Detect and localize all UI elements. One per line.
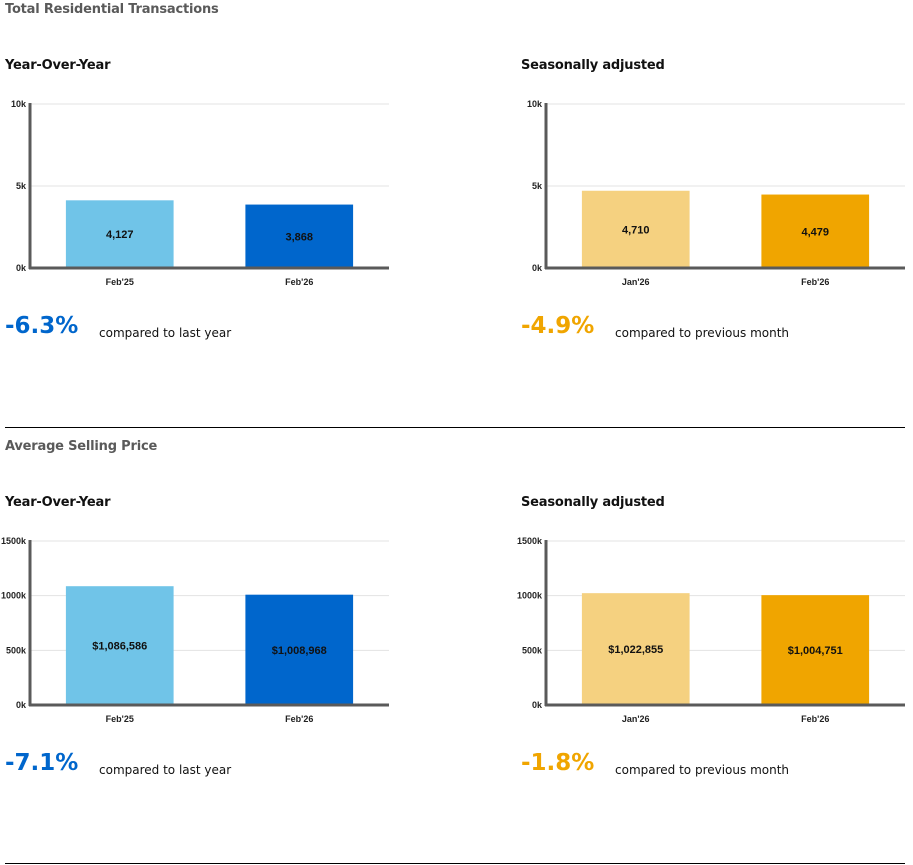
bar — [245, 204, 354, 268]
bar-value-label: 4,710 — [622, 224, 650, 236]
y-tick-label: 1000k — [1, 591, 27, 601]
y-tick-label: 10k — [11, 99, 27, 109]
bar-chart: 0k 500k 1000k 1500k $1,022,855 Jan'26 $1,004,7… — [517, 536, 905, 724]
panel-title: Year-Over-Year — [5, 58, 111, 73]
bar-value-label: 4,127 — [106, 229, 134, 241]
change-percentage: -6.3% — [5, 313, 79, 339]
panel-year-over-year: Year-Over-Year 0k 5k 10k 4,127 Feb'25 3,868 Fe… — [0, 0, 420, 420]
y-tick-label: 500k — [522, 645, 543, 655]
bar — [581, 190, 690, 268]
bar — [65, 200, 174, 268]
change-percentage: -7.1% — [5, 750, 79, 776]
change-label: compared to previous month — [615, 763, 790, 777]
change-label: compared to previous month — [615, 326, 790, 340]
section-average-selling-price: Average Selling Price Year-Over-Year 0k 5… — [0, 437, 913, 865]
bar — [245, 594, 354, 705]
x-tick-label: Feb'26 — [285, 714, 313, 724]
y-tick-label: 10k — [527, 99, 543, 109]
y-tick-label: 5k — [532, 181, 543, 191]
y-tick-label: 0k — [16, 700, 27, 710]
change-percentage: -4.9% — [521, 313, 595, 339]
panel-title: Year-Over-Year — [5, 495, 111, 510]
bar — [65, 586, 174, 705]
bar-value-label: 4,479 — [801, 226, 829, 238]
bar-chart: 0k 5k 10k 4,710 Jan'26 4,479 Feb'26 — [527, 99, 905, 287]
y-tick-label: 500k — [6, 645, 27, 655]
change-percentage: -1.8% — [521, 750, 595, 776]
bar — [761, 595, 870, 705]
bar — [581, 593, 690, 705]
x-tick-label: Jan'26 — [622, 277, 650, 287]
y-tick-label: 1000k — [517, 591, 543, 601]
x-tick-label: Feb'26 — [801, 714, 829, 724]
panel-title: Seasonally adjusted — [521, 495, 665, 510]
bar-value-label: $1,022,855 — [608, 644, 663, 656]
y-tick-label: 5k — [16, 181, 27, 191]
x-tick-label: Feb'26 — [801, 277, 829, 287]
section-title: Total Residential Transactions — [5, 2, 219, 17]
section-divider — [5, 427, 905, 428]
y-tick-label: 0k — [532, 700, 543, 710]
panel-year-over-year: Year-Over-Year 0k 500k 1000k 1500k $1,086,58… — [0, 437, 420, 857]
x-tick-label: Jan'26 — [622, 714, 650, 724]
panel-title: Seasonally adjusted — [521, 58, 665, 73]
bar — [761, 194, 870, 268]
y-tick-label: 0k — [532, 263, 543, 273]
bar-chart: 0k 500k 1000k 1500k $1,086,586 Feb'25 $1,008,9… — [1, 536, 389, 724]
panel-seasonally-adjusted: Seasonally adjusted 0k 500k 1000k 1500k $1,0… — [516, 437, 913, 857]
y-tick-label: 1500k — [1, 536, 27, 546]
bar-value-label: $1,004,751 — [788, 645, 843, 657]
bar-value-label: 3,868 — [285, 231, 313, 243]
x-tick-label: Feb'26 — [285, 277, 313, 287]
y-tick-label: 1500k — [517, 536, 543, 546]
x-tick-label: Feb'25 — [106, 714, 134, 724]
bar-chart: 0k 5k 10k 4,127 Feb'25 3,868 Feb'26 — [11, 99, 389, 287]
section-title: Average Selling Price — [5, 439, 158, 454]
bar-value-label: $1,086,586 — [92, 641, 147, 653]
change-label: compared to last year — [99, 326, 232, 340]
y-tick-label: 0k — [16, 263, 27, 273]
x-tick-label: Feb'25 — [106, 277, 134, 287]
panel-seasonally-adjusted: Seasonally adjusted 0k 5k 10k 4,710 Jan'26 4,… — [516, 0, 913, 420]
change-label: compared to last year — [99, 763, 232, 777]
section-total-residential-transactions: Total Residential Transactions Year-Over… — [0, 0, 913, 430]
bar-value-label: $1,008,968 — [272, 645, 327, 657]
section-divider — [5, 863, 905, 864]
